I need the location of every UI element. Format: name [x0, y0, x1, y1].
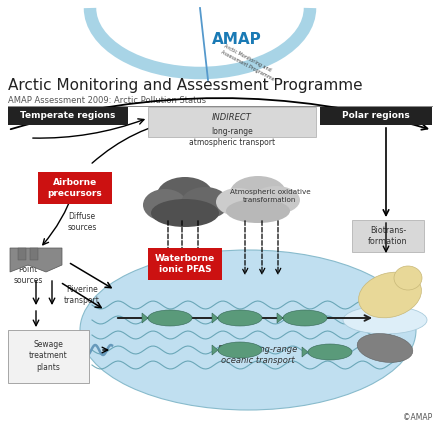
Text: Biotrans-
formation: Biotrans- formation	[368, 226, 408, 246]
FancyBboxPatch shape	[38, 172, 112, 204]
Polygon shape	[302, 347, 308, 357]
Ellipse shape	[226, 199, 290, 223]
Polygon shape	[368, 306, 372, 318]
Text: Waterborne
ionic PFAS: Waterborne ionic PFAS	[155, 254, 215, 274]
FancyBboxPatch shape	[148, 248, 222, 280]
Ellipse shape	[357, 334, 413, 363]
Text: DIRECT long-range
oceanic transport: DIRECT long-range oceanic transport	[218, 344, 297, 366]
Polygon shape	[10, 248, 62, 272]
Ellipse shape	[157, 177, 213, 213]
Polygon shape	[212, 313, 218, 323]
Polygon shape	[142, 313, 148, 323]
Text: Arctic Monitoring and
Assessment Programme: Arctic Monitoring and Assessment Program…	[220, 44, 278, 82]
Ellipse shape	[148, 310, 192, 326]
Polygon shape	[30, 248, 38, 260]
FancyBboxPatch shape	[8, 107, 128, 125]
Text: Polar regions: Polar regions	[342, 112, 410, 121]
Ellipse shape	[343, 306, 427, 334]
Text: Diffuse
sources: Diffuse sources	[67, 212, 97, 232]
Text: AMAP: AMAP	[212, 32, 262, 47]
Polygon shape	[405, 306, 409, 318]
Text: Sewage
treatment
plants: Sewage treatment plants	[29, 340, 67, 372]
Ellipse shape	[216, 188, 260, 216]
Text: long-range
atmospheric transport: long-range atmospheric transport	[189, 127, 275, 147]
Polygon shape	[395, 308, 399, 320]
Text: ©AMAP: ©AMAP	[403, 413, 432, 422]
Ellipse shape	[359, 272, 422, 318]
Text: Riverine
transport: Riverine transport	[64, 285, 100, 305]
Polygon shape	[277, 313, 283, 323]
Ellipse shape	[283, 310, 327, 326]
Ellipse shape	[218, 310, 262, 326]
Polygon shape	[378, 308, 382, 320]
Ellipse shape	[80, 250, 416, 410]
Ellipse shape	[218, 342, 262, 358]
Ellipse shape	[230, 176, 286, 210]
FancyBboxPatch shape	[148, 107, 316, 137]
Text: AMAP Assessment 2009: Arctic Pollution Status: AMAP Assessment 2009: Arctic Pollution S…	[8, 96, 206, 105]
Text: Arctic Monitoring and Assessment Programme: Arctic Monitoring and Assessment Program…	[8, 78, 363, 93]
Text: Airborne
precursors: Airborne precursors	[48, 178, 103, 198]
Ellipse shape	[181, 187, 229, 219]
Text: Point
sources: Point sources	[13, 265, 43, 285]
Ellipse shape	[143, 189, 187, 221]
Text: Temperate regions: Temperate regions	[20, 112, 116, 121]
FancyBboxPatch shape	[320, 107, 432, 125]
FancyBboxPatch shape	[352, 220, 424, 252]
Polygon shape	[212, 345, 218, 355]
Text: Atmospheric oxidative
transformation: Atmospheric oxidative transformation	[230, 189, 310, 203]
Ellipse shape	[151, 199, 219, 227]
Text: INDIRECT: INDIRECT	[212, 114, 252, 123]
Ellipse shape	[394, 266, 422, 290]
FancyBboxPatch shape	[7, 329, 88, 383]
Ellipse shape	[252, 186, 300, 214]
Ellipse shape	[308, 344, 352, 360]
Polygon shape	[18, 248, 26, 260]
